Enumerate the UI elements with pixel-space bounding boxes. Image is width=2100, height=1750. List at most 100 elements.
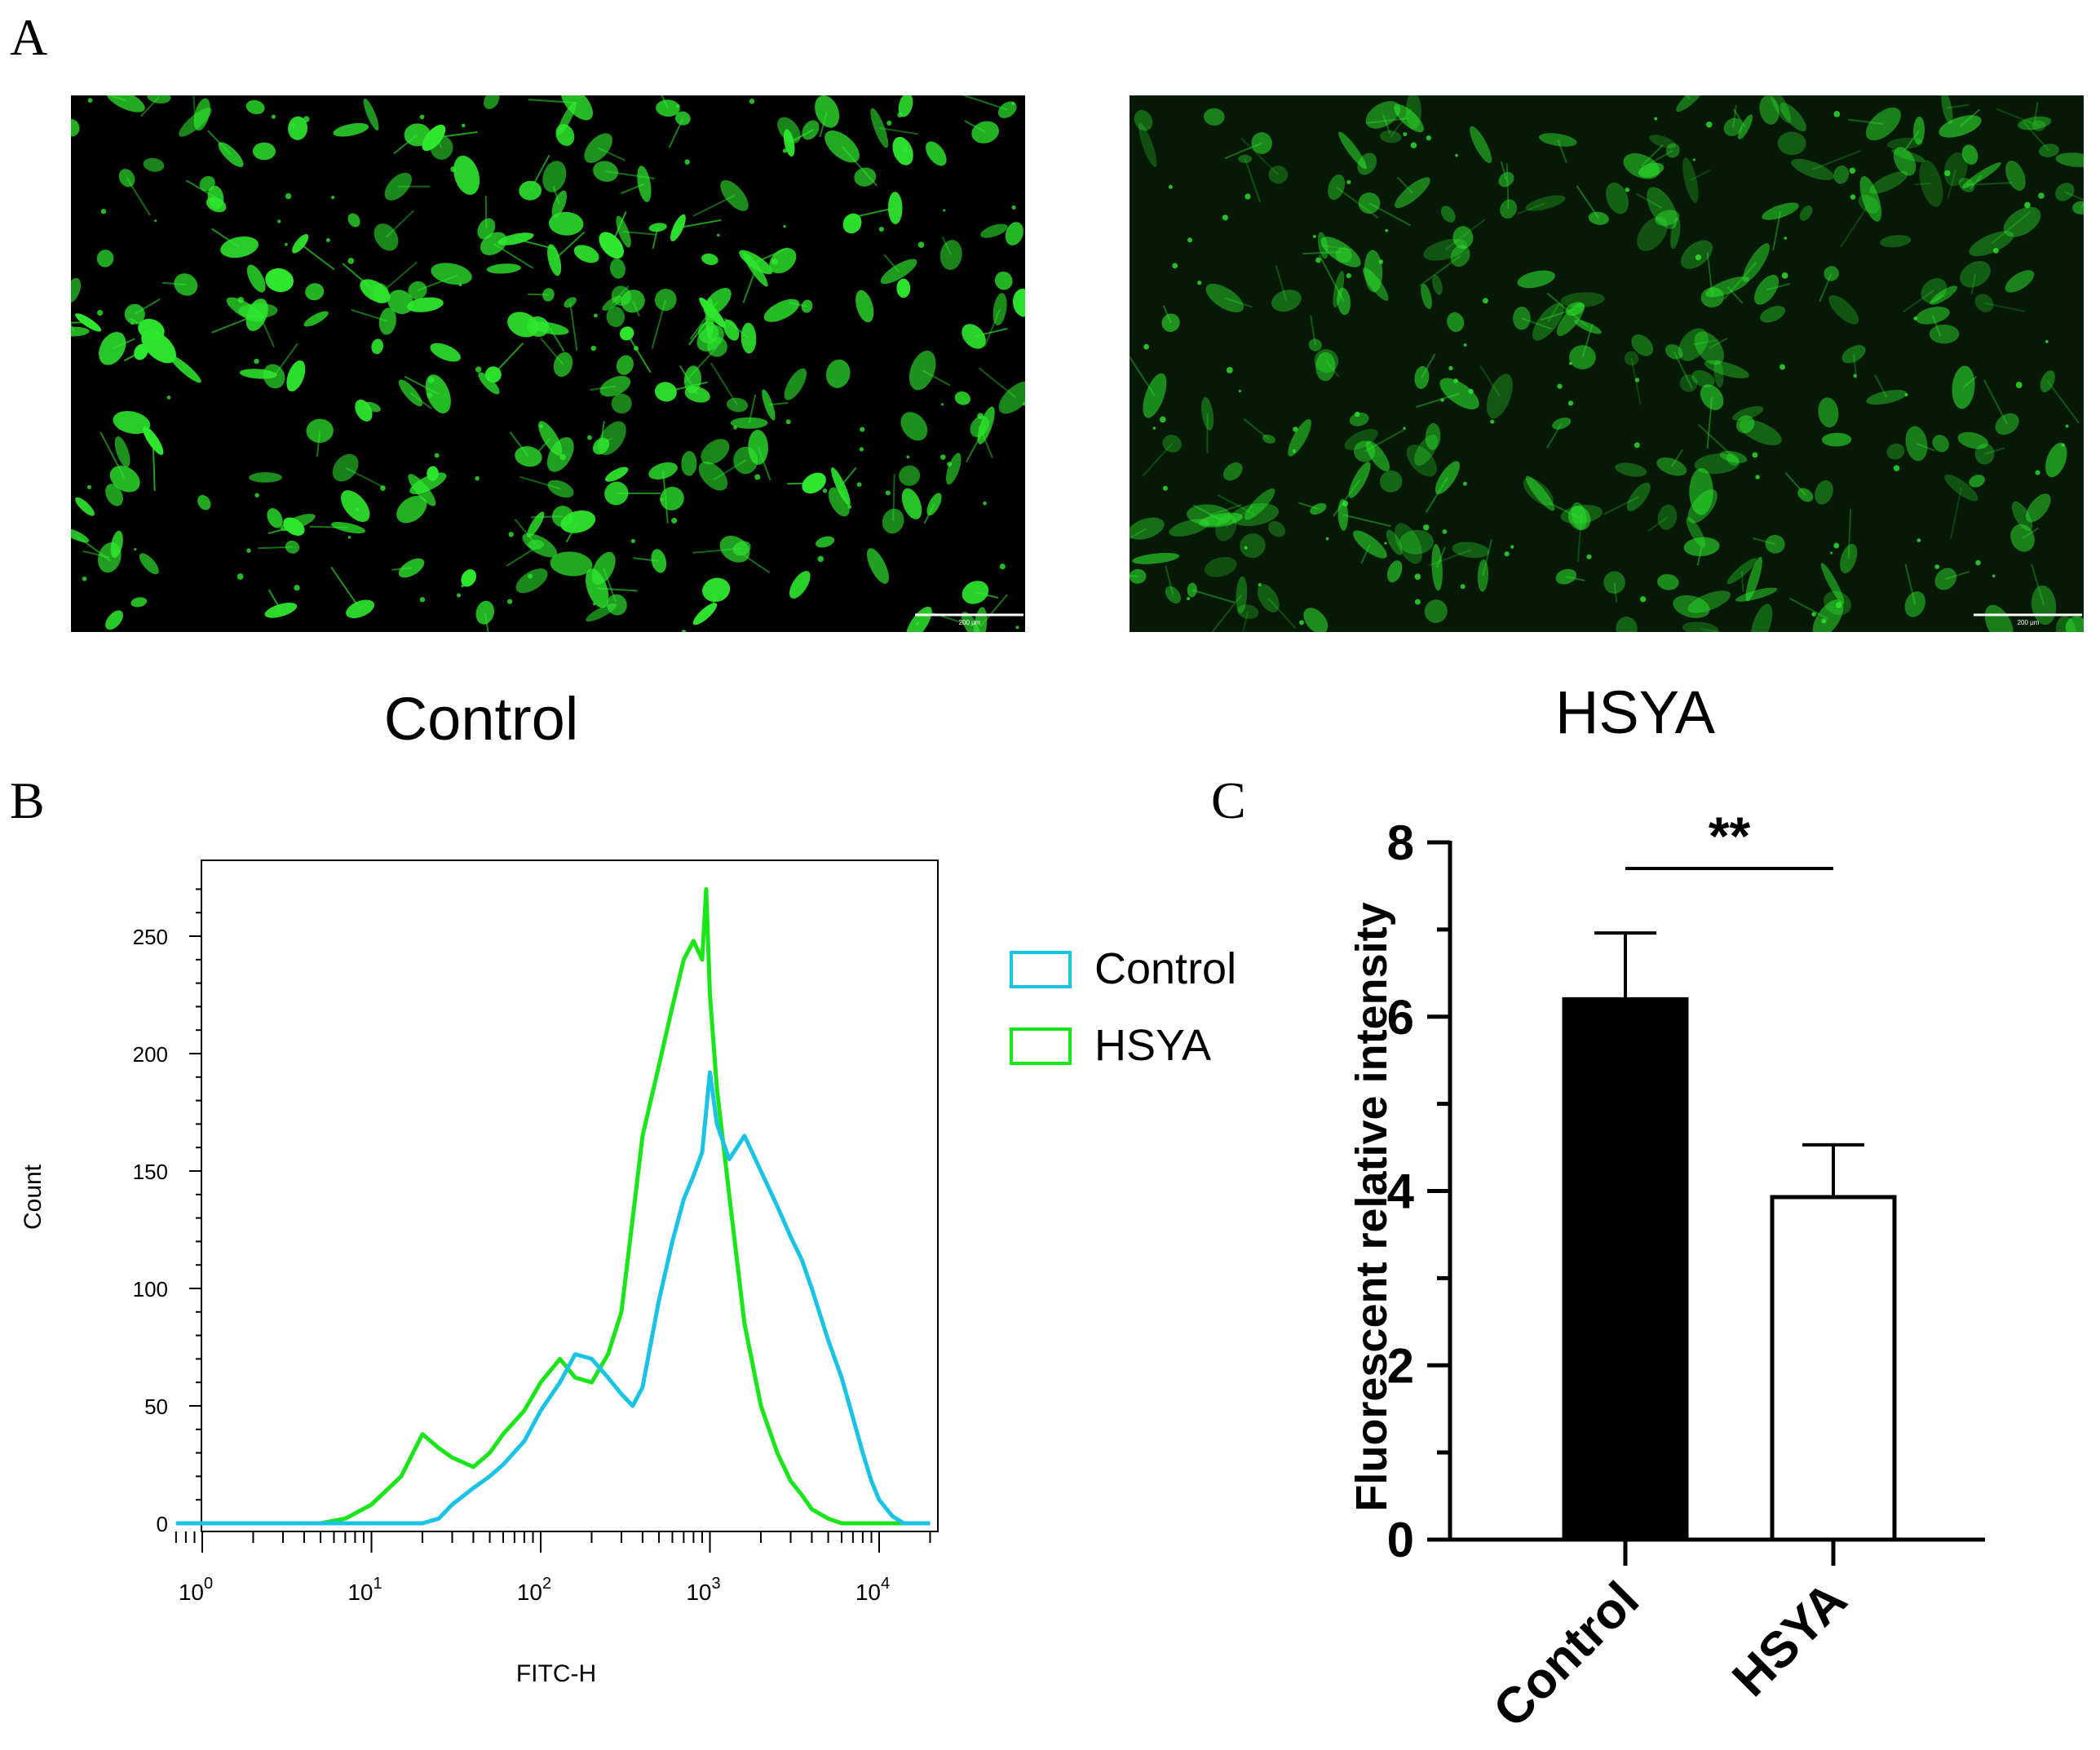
cell-process — [409, 392, 432, 409]
debris — [97, 309, 104, 316]
cell-process — [528, 293, 549, 296]
cell-process — [211, 228, 241, 248]
debris — [594, 313, 598, 318]
cell — [599, 375, 631, 397]
cell-process — [984, 308, 1001, 347]
cell-process — [600, 421, 605, 447]
debris — [676, 104, 680, 108]
cell — [720, 179, 749, 211]
cell-process — [75, 534, 111, 562]
cell — [1237, 604, 1259, 619]
debris — [246, 548, 251, 553]
debris — [1830, 551, 1833, 555]
cell — [1486, 373, 1513, 419]
cell-process — [1342, 514, 1391, 528]
cell — [962, 324, 986, 349]
cell-process — [1696, 546, 1703, 566]
debris — [528, 573, 533, 579]
cell-process — [689, 301, 718, 340]
cell — [1974, 443, 1995, 465]
cell — [75, 313, 102, 332]
debris — [1463, 343, 1467, 347]
debris — [1944, 170, 1951, 177]
cell — [147, 95, 171, 104]
cell — [2005, 270, 2035, 293]
cell — [1477, 559, 1489, 592]
cell-process — [1267, 597, 1297, 630]
cell — [1565, 302, 1585, 316]
cell — [1432, 274, 1443, 295]
debris — [1833, 111, 1841, 117]
cell-image-hsya: 200 μm — [1130, 95, 2084, 632]
cell-process — [99, 431, 126, 479]
cell — [378, 307, 396, 335]
debris — [1833, 542, 1840, 549]
cell — [1203, 108, 1225, 126]
cell — [2031, 120, 2046, 131]
debris — [1197, 281, 1202, 285]
debris — [1023, 402, 1025, 406]
cell — [515, 568, 548, 594]
cell — [1869, 170, 1908, 194]
debris — [1448, 365, 1453, 371]
cell — [285, 540, 300, 554]
cell — [698, 461, 728, 491]
debris — [1168, 184, 1173, 189]
cell — [1132, 552, 1180, 564]
cell — [553, 351, 573, 378]
cell — [1681, 240, 1713, 269]
micrograph-hsya: 200 μm — [1130, 95, 2084, 632]
cell — [1424, 599, 1448, 623]
cell — [2038, 144, 2059, 157]
cell-process — [1360, 544, 1371, 564]
cell — [1689, 467, 1713, 515]
cell — [406, 297, 444, 312]
debris — [325, 237, 330, 242]
debris — [1414, 573, 1421, 580]
cell — [1770, 95, 1792, 123]
cell-process — [755, 247, 789, 263]
cell-process — [1670, 449, 1683, 467]
cell-process — [549, 328, 565, 352]
cell — [701, 253, 718, 266]
debris — [847, 505, 852, 509]
debris — [1143, 343, 1149, 350]
x-tick-label: HSYA — [1722, 1571, 1858, 1708]
cell-process — [611, 285, 630, 304]
cell — [1859, 175, 1882, 222]
y-tick-label: 6 — [1387, 990, 1414, 1045]
cell — [1425, 422, 1441, 450]
cell-process — [391, 567, 412, 571]
cell — [1251, 132, 1272, 154]
cell-process — [1916, 443, 1935, 452]
cell-process — [1697, 423, 1735, 458]
cell — [1303, 608, 1329, 632]
cell-process — [1500, 161, 1507, 180]
cell — [1886, 443, 1905, 460]
cell — [1344, 428, 1378, 451]
cell-process — [484, 612, 489, 632]
debris — [822, 488, 828, 493]
cell — [584, 133, 612, 163]
y-tick-label: 100 — [133, 1277, 168, 1301]
debris — [347, 536, 351, 539]
debris — [1342, 500, 1349, 507]
debris — [1567, 400, 1574, 406]
cell-process — [1693, 338, 1719, 346]
debris — [1152, 426, 1156, 430]
cell — [1365, 440, 1390, 472]
cell — [134, 343, 148, 360]
cell-process — [1874, 374, 1888, 398]
debris — [100, 209, 107, 214]
cell-process — [1673, 351, 1693, 389]
debris — [461, 584, 464, 588]
cell-process — [509, 431, 529, 457]
y-tick-label: 0 — [157, 1512, 168, 1536]
cell — [1880, 235, 1912, 248]
cell — [130, 597, 148, 608]
cell-process — [1547, 303, 1560, 323]
cell-process — [211, 314, 258, 334]
cell-process — [1726, 286, 1744, 304]
cell-process — [1640, 144, 1664, 167]
cell-process — [267, 589, 282, 611]
